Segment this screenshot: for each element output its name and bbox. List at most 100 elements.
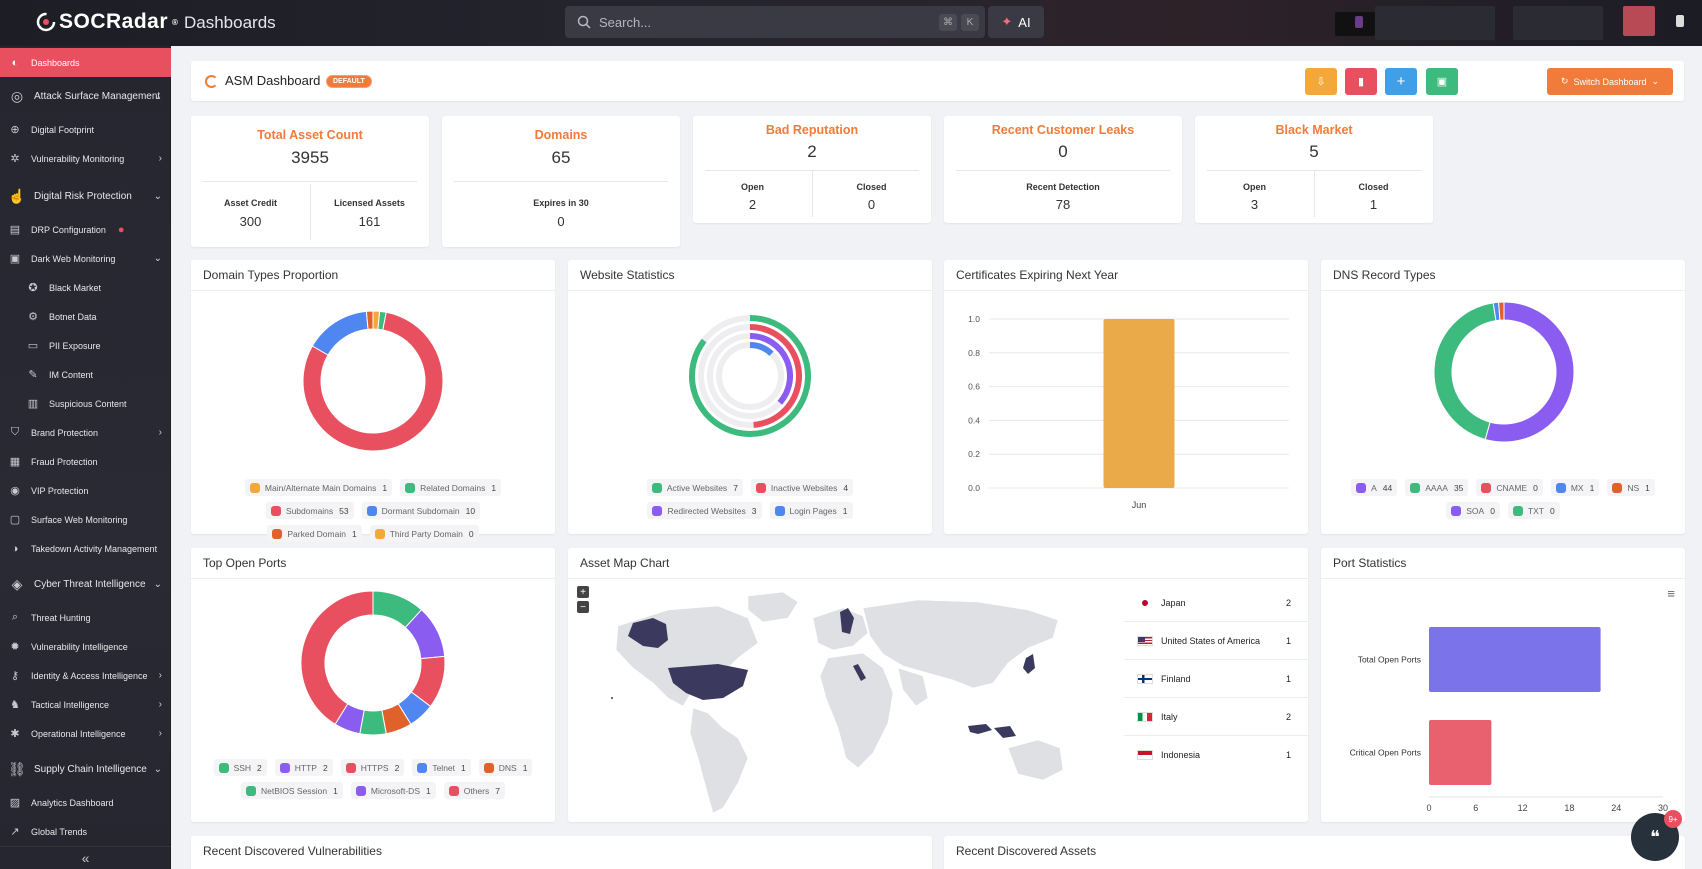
sidebar-item-vulnerability-intelligence[interactable]: ✹ Vulnerability Intelligence	[0, 632, 171, 661]
sidebar-item-black-market[interactable]: ✪ Black Market	[0, 273, 171, 302]
legend-item[interactable]: HTTPS 2	[340, 759, 405, 776]
hamburger-menu-icon[interactable]: ≡	[1667, 586, 1675, 601]
sidebar-item-dark-web-monitoring[interactable]: ▣ Dark Web Monitoring ⌄	[0, 244, 171, 273]
sidebar-item-fraud-protection[interactable]: ▦ Fraud Protection	[0, 447, 171, 476]
legend-item[interactable]: AAAA 35	[1405, 479, 1469, 496]
country-row-usa[interactable]: United States of America 1	[1124, 622, 1308, 660]
legend-item[interactable]: Others 7	[443, 782, 505, 799]
sidebar-item-suspicious-content[interactable]: ▥ Suspicious Content	[0, 389, 171, 418]
closed-label: Closed	[1358, 182, 1389, 192]
bar[interactable]	[1429, 720, 1492, 785]
refresh-icon[interactable]	[205, 75, 218, 88]
website-stat-arc[interactable]	[749, 333, 793, 405]
legend-item[interactable]: A 44	[1351, 479, 1398, 496]
legend-item[interactable]: NetBIOS Session 1	[241, 782, 343, 799]
legend-item[interactable]: Main/Alternate Main Domains 1	[244, 479, 393, 496]
legend-item[interactable]: HTTP 2	[274, 759, 333, 776]
domain_types-slice[interactable]	[311, 310, 369, 356]
brand-logo[interactable]: SOCRadar ®	[36, 10, 178, 34]
ports-slice[interactable]	[300, 590, 374, 725]
legend-item[interactable]: Login Pages 1	[769, 502, 853, 519]
legend-item[interactable]: Third Party Domain 0	[369, 525, 479, 542]
sidebar-item-tactical-intelligence[interactable]: ♞ Tactical Intelligence ›	[0, 690, 171, 719]
delete-button[interactable]: ▮	[1345, 68, 1377, 95]
sidebar-item-cyber-threat-intelligence[interactable]: ◈ Cyber Threat Intelligence ⌄	[0, 570, 171, 599]
legend-item[interactable]: Parked Domain 1	[267, 525, 362, 542]
sidebar-item-digital-risk-protection[interactable]: ☝ Digital Risk Protection ⌄	[8, 188, 162, 204]
zoom-in-button[interactable]: +	[577, 586, 589, 598]
ai-button[interactable]: ✦ AI	[988, 6, 1044, 38]
sidebar-item-im-content[interactable]: ✎ IM Content	[0, 360, 171, 389]
closed-value: 1	[1369, 197, 1378, 212]
menu-icon[interactable]	[1676, 15, 1684, 27]
legend-item[interactable]: Related Domains 1	[400, 479, 502, 496]
sidebar-collapse-button[interactable]: «	[0, 846, 171, 869]
domain_types-slice[interactable]	[302, 311, 444, 452]
search-bar[interactable]: ⌘ K	[565, 6, 985, 38]
sidebar-item-operational-intelligence[interactable]: ✱ Operational Intelligence ›	[0, 719, 171, 748]
legend-item[interactable]: Microsoft-DS 1	[350, 782, 436, 799]
bar[interactable]	[1103, 319, 1175, 488]
legend-item[interactable]: NS 1	[1607, 479, 1655, 496]
card-title: Website Statistics	[580, 268, 675, 282]
open-value: 3	[1250, 197, 1259, 212]
domain_types-slice[interactable]	[365, 310, 374, 330]
legend-swatch	[249, 482, 260, 493]
legend-item[interactable]: MX 1	[1550, 479, 1600, 496]
country-row-finland[interactable]: Finland 1	[1124, 660, 1308, 698]
sidebar-item-threat-hunting[interactable]: ⌕ Threat Hunting	[0, 603, 171, 632]
legend-item[interactable]: SSH 2	[213, 759, 267, 776]
country-row-indonesia[interactable]: Indonesia 1	[1124, 736, 1308, 774]
legend-item[interactable]: Dormant Subdomain 10	[361, 502, 481, 519]
legend-item[interactable]: DNS 1	[478, 759, 533, 776]
legend-item[interactable]: Redirected Websites 3	[647, 502, 762, 519]
world-map[interactable]	[598, 588, 1088, 816]
sidebar-item-analytics-dashboard[interactable]: ▨ Analytics Dashboard	[0, 788, 171, 817]
dns-donut[interactable]	[1433, 301, 1575, 443]
sidebar-item-dashboards[interactable]: ◐ Dashboards	[0, 48, 171, 77]
website-stat-arc[interactable]	[689, 315, 811, 437]
sidebar-item-vip-protection[interactable]: ◉ VIP Protection	[0, 476, 171, 505]
website-stat-arc[interactable]	[749, 342, 774, 356]
sidebar-item-takedown-activity-management[interactable]: ◑ Takedown Activity Management	[0, 534, 171, 563]
sidebar-item-surface-web-monitoring[interactable]: ▢ Surface Web Monitoring	[0, 505, 171, 534]
legend-item[interactable]: Inactive Websites 4	[750, 479, 854, 496]
legend-item[interactable]: CNAME 0	[1476, 479, 1543, 496]
domain-types-donut[interactable]	[293, 301, 453, 461]
bar[interactable]	[1429, 627, 1601, 692]
website-stat-arc[interactable]	[749, 324, 802, 428]
sidebar-item-botnet-data[interactable]: ⚙ Botnet Data	[0, 302, 171, 331]
dns-slice[interactable]	[1433, 302, 1497, 441]
save-button[interactable]: ▣	[1426, 68, 1458, 95]
dns-slice[interactable]	[1498, 301, 1505, 321]
sidebar-item-vulnerability-monitoring[interactable]: ✲ Vulnerability Monitoring ›	[0, 144, 171, 173]
legend-item[interactable]: Subdomains 53	[265, 502, 354, 519]
switch-dashboard-button[interactable]: ↻ Switch Dashboard ⌄	[1547, 68, 1673, 95]
user-avatar[interactable]	[1623, 6, 1655, 36]
country-row-japan[interactable]: Japan 2	[1124, 584, 1308, 622]
search-input[interactable]	[599, 14, 899, 30]
sidebar-item-drp-configuration[interactable]: ▤ DRP Configuration ●	[0, 215, 171, 244]
port-statistics-bar-chart[interactable]: 0 6 12 18 24 30 Total Open Ports Critical Open …	[1321, 588, 1685, 818]
legend-label: Active Websites	[666, 482, 728, 493]
legend-item[interactable]: Telnet 1	[412, 759, 471, 776]
country-row-italy[interactable]: Italy 2	[1124, 698, 1308, 736]
help-chat-button[interactable]: ❝ 9+	[1631, 810, 1682, 861]
sidebar-item-digital-footprint[interactable]: ⊕ Digital Footprint	[0, 115, 171, 144]
sidebar-item-identity-access-intelligence[interactable]: ⚷ Identity & Access Intelligence ›	[0, 661, 171, 690]
dns-slice[interactable]	[1484, 301, 1575, 443]
sidebar-item-supply-chain-intelligence[interactable]: ⛓ Supply Chain Intelligence ⌄	[8, 761, 162, 777]
add-widget-button[interactable]: +	[1385, 68, 1417, 95]
pin-button[interactable]: ⇩	[1305, 68, 1337, 95]
certificates-bar-chart[interactable]: 0.0 0.2 0.4 0.6 0.8 1.0 Jun	[944, 300, 1308, 520]
sidebar-item-brand-protection[interactable]: ⛉ Brand Protection ›	[0, 418, 171, 447]
website-statistics-radial[interactable]	[685, 311, 815, 441]
sidebar-item-pii-exposure[interactable]: ▭ PII Exposure	[0, 331, 171, 360]
sidebar-item-attack-surface-management[interactable]: ◎ Attack Surface Management ⌄	[0, 82, 171, 111]
sidebar-item-global-trends[interactable]: ↗ Global Trends	[0, 817, 171, 846]
top-open-ports-donut[interactable]	[299, 589, 447, 737]
zoom-out-button[interactable]: −	[577, 601, 589, 613]
legend-item[interactable]: TXT 0	[1507, 502, 1560, 519]
legend-item[interactable]: SOA 0	[1446, 502, 1500, 519]
legend-item[interactable]: Active Websites 7	[646, 479, 743, 496]
